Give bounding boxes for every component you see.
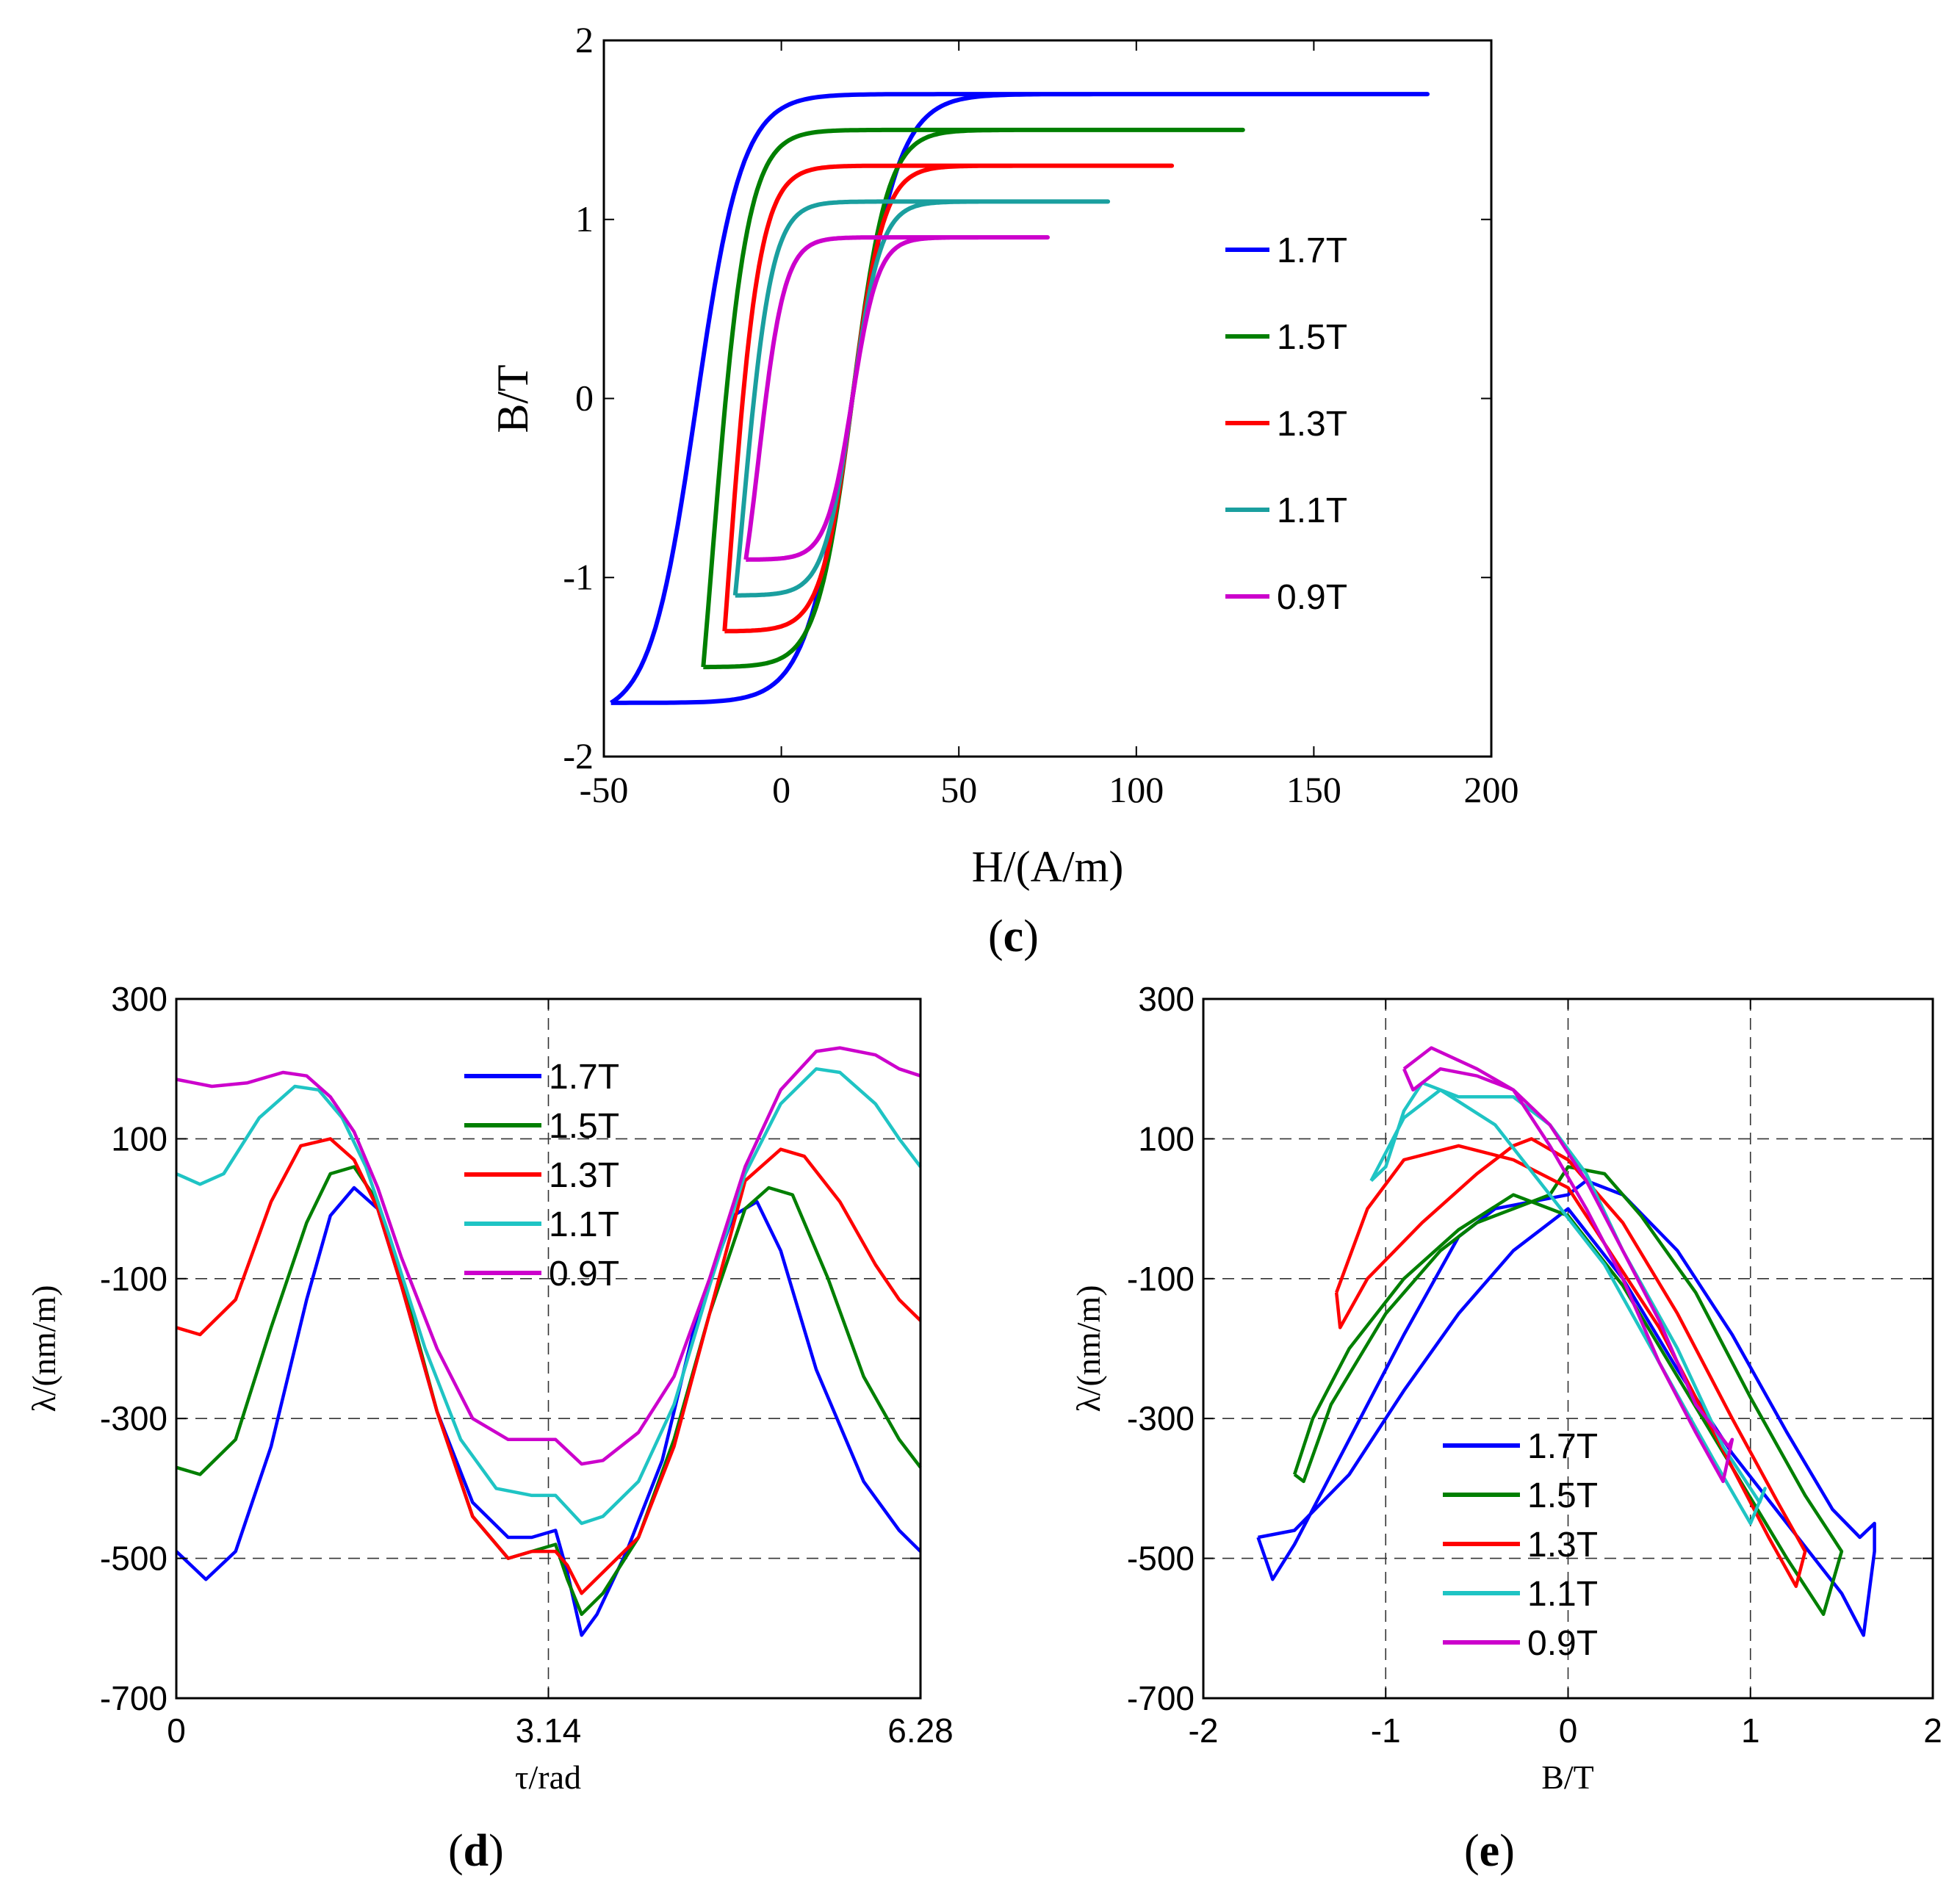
x-tick-label: 0 bbox=[1559, 1711, 1578, 1750]
y-tick-label: 300 bbox=[111, 980, 167, 1018]
x-tick-label: 6.28 bbox=[887, 1711, 954, 1750]
y-tick-label: -1 bbox=[563, 556, 594, 597]
series-line-0.9T bbox=[176, 1046, 921, 1466]
x-tick-label: 150 bbox=[1286, 769, 1341, 810]
x-tick-label: -1 bbox=[1371, 1711, 1401, 1750]
panel-c-xlabel: H/(A/m) bbox=[972, 842, 1124, 891]
series-line-1.7T bbox=[1256, 1179, 1876, 1637]
panel-e-label: (e) bbox=[1464, 1826, 1515, 1876]
series-line-1.1T bbox=[732, 199, 1111, 598]
panel-c-label: (c) bbox=[988, 912, 1039, 961]
legend-label: 0.9T bbox=[1527, 1624, 1598, 1663]
series-line-1.1T bbox=[176, 1067, 922, 1526]
panel-c-legend: 1.7T 1.5T 1.3T 1.1T 0.9T bbox=[1225, 231, 1347, 617]
panel-c-letter: c bbox=[1004, 912, 1024, 961]
y-tick-label: 100 bbox=[111, 1119, 167, 1158]
legend-label: 1.7T bbox=[1527, 1427, 1598, 1466]
y-tick-label: -500 bbox=[100, 1540, 167, 1578]
x-tick-label: 200 bbox=[1464, 769, 1519, 810]
x-tick-label: 1 bbox=[1741, 1711, 1760, 1750]
series-line-1.7T bbox=[175, 1186, 922, 1637]
y-tick-label: 100 bbox=[1138, 1119, 1195, 1158]
legend-label: 1.3T bbox=[1277, 405, 1347, 444]
panel-d-curves bbox=[175, 1046, 922, 1637]
legend-label: 1.5T bbox=[549, 1107, 619, 1146]
y-tick-label: -700 bbox=[100, 1679, 167, 1717]
panel-e-letter: e bbox=[1480, 1826, 1500, 1876]
legend-label: 1.1T bbox=[1277, 491, 1347, 530]
y-tick-label: 300 bbox=[1138, 980, 1195, 1018]
series-line-1.5T bbox=[1292, 1165, 1844, 1617]
x-tick-label: 100 bbox=[1109, 769, 1164, 810]
legend-label: 1.5T bbox=[1277, 318, 1347, 357]
y-tick-label: 0 bbox=[575, 378, 594, 419]
panel-d-xlabel: τ/rad bbox=[515, 1758, 581, 1796]
y-tick-label: -100 bbox=[100, 1260, 167, 1298]
y-tick-label: 1 bbox=[575, 198, 594, 239]
panel-d-letter: d bbox=[464, 1826, 489, 1876]
legend-label: 1.7T bbox=[1277, 231, 1347, 270]
legend-label: 1.1T bbox=[549, 1205, 619, 1244]
legend-label: 1.3T bbox=[549, 1156, 619, 1195]
panel-d-chart: 0 3.14 6.28 -700 -500 -300 -100 100 300 τ/rad λ/… bbox=[25, 980, 954, 1876]
panel-e-legend: 1.7T 1.5T 1.3T 1.1T 0.9T bbox=[1443, 1427, 1598, 1663]
y-tick-label: 2 bbox=[575, 19, 594, 60]
legend-label: 0.9T bbox=[1277, 578, 1347, 617]
x-tick-label: 50 bbox=[940, 769, 977, 810]
legend-label: 0.9T bbox=[549, 1255, 619, 1293]
x-tick-label: 3.14 bbox=[516, 1711, 582, 1750]
x-tick-label: -2 bbox=[1189, 1711, 1219, 1750]
panel-c-curves bbox=[610, 92, 1430, 705]
series-line-1.3T bbox=[1334, 1137, 1807, 1588]
series-line-1.5T bbox=[176, 1165, 922, 1617]
panel-c-ylabel: B/T bbox=[489, 364, 537, 433]
series-line-0.9T bbox=[743, 235, 1050, 562]
series-line-1.3T bbox=[722, 163, 1175, 634]
x-tick-label: 0 bbox=[772, 769, 790, 810]
panel-e-ylabel: λ/(nm/m) bbox=[1070, 1285, 1107, 1412]
x-tick-label: -50 bbox=[580, 769, 629, 810]
panel-d-ylabel: λ/(nm/m) bbox=[25, 1285, 62, 1412]
y-tick-label: -300 bbox=[1127, 1399, 1195, 1437]
y-tick-label: -700 bbox=[1127, 1679, 1195, 1717]
series-line-0.9T bbox=[1402, 1046, 1734, 1484]
y-tick-label: -300 bbox=[100, 1399, 167, 1437]
legend-label: 1.5T bbox=[1527, 1476, 1598, 1515]
panel-e-curves bbox=[1256, 1046, 1876, 1637]
legend-label: 1.7T bbox=[549, 1058, 619, 1097]
legend-label: 1.1T bbox=[1527, 1575, 1598, 1614]
panel-e-chart: -2 -1 0 1 2 -700 -500 -300 -100 100 300 B/T λ/(nm/… bbox=[1070, 980, 1942, 1876]
y-tick-label: -500 bbox=[1127, 1540, 1195, 1578]
x-tick-label: 0 bbox=[167, 1711, 186, 1750]
series-line-1.3T bbox=[176, 1137, 922, 1595]
legend-label: 1.3T bbox=[1527, 1526, 1598, 1565]
y-tick-label: -2 bbox=[563, 735, 594, 776]
panel-c-frame bbox=[602, 39, 1493, 758]
panel-d-label: (d) bbox=[448, 1826, 504, 1876]
series-line-1.1T bbox=[1369, 1080, 1767, 1526]
panel-e-xlabel: B/T bbox=[1541, 1758, 1594, 1796]
x-tick-label: 2 bbox=[1923, 1711, 1942, 1750]
series-line-1.5T bbox=[701, 127, 1245, 670]
panel-d-legend: 1.7T 1.5T 1.3T 1.1T 0.9T bbox=[464, 1058, 619, 1293]
y-tick-label: -100 bbox=[1127, 1260, 1195, 1298]
